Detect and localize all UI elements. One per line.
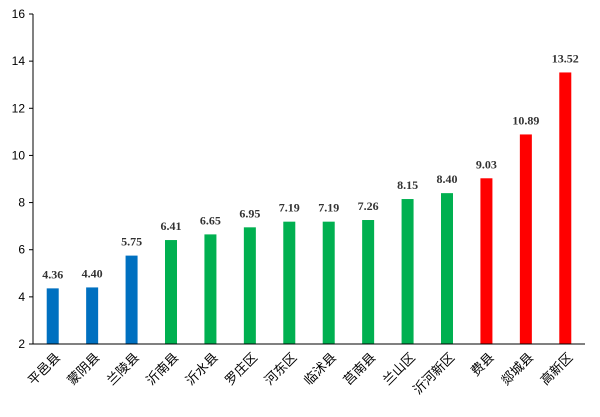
y-tick-label: 8 — [18, 196, 25, 210]
x-category-label: 莒南县 — [340, 350, 379, 389]
data-label: 4.40 — [82, 266, 103, 280]
y-tick-label: 12 — [12, 101, 26, 115]
x-category-label: 平邑县 — [26, 350, 64, 388]
data-label: 7.26 — [358, 199, 379, 213]
x-category-label: 兰陵县 — [104, 350, 142, 388]
data-label: 8.15 — [397, 178, 418, 192]
bar — [441, 193, 453, 344]
x-category-label: 蒙阴县 — [65, 350, 103, 388]
x-category-label: 沂河新区 — [410, 350, 458, 398]
data-label: 6.65 — [200, 213, 221, 227]
bar — [125, 255, 138, 344]
bar — [46, 288, 59, 344]
bar — [519, 134, 532, 344]
x-axis: 平邑县 蒙阴县 兰陵县 沂南县 沂水县 罗庄区 河东区 临沭县 莒南县 兰山区沂河新区 费县 郯城县高… — [26, 343, 585, 398]
bar — [559, 72, 572, 344]
bar — [243, 227, 256, 344]
x-category-label: 费县 — [468, 350, 497, 379]
data-label: 6.41 — [161, 219, 182, 233]
bar — [401, 199, 414, 344]
bar — [322, 221, 335, 344]
y-tick-label: 10 — [12, 148, 26, 162]
x-category-label: 兰山区 — [380, 350, 418, 388]
data-label: 8.40 — [437, 172, 458, 186]
bar — [204, 234, 217, 344]
y-tick-label: 14 — [12, 54, 26, 68]
bar — [362, 220, 375, 344]
data-labels: 4.36 4.40 5.75 6.41 6.65 6.95 7.19 7.19 7.26 8.15… — [42, 51, 579, 281]
data-label: 9.03 — [476, 157, 497, 171]
data-label: 4.36 — [42, 267, 63, 281]
y-axis: 2 4 6 8 10 12 14 16 — [12, 7, 34, 351]
x-category-label: 沂南县 — [143, 350, 182, 389]
data-label: 7.19 — [279, 201, 300, 215]
bar — [86, 287, 99, 344]
y-tick-label: 4 — [18, 290, 25, 304]
bars — [46, 72, 572, 344]
y-tick-label: 6 — [18, 243, 25, 257]
data-label: 7.19 — [318, 201, 339, 215]
x-category-label: 高新区 — [537, 350, 576, 389]
y-tick-label: 16 — [12, 7, 26, 21]
bar — [165, 240, 177, 344]
x-category-label: 罗庄区 — [222, 350, 261, 389]
bar — [283, 221, 296, 344]
bar — [480, 178, 493, 344]
x-category-label: 河东区 — [262, 350, 300, 388]
y-tick-label: 2 — [18, 337, 25, 351]
x-category-label: 郯城县 — [499, 350, 537, 388]
data-label: 13.52 — [552, 51, 579, 65]
x-category-label: 临沭县 — [302, 350, 340, 388]
data-label: 6.95 — [239, 206, 260, 220]
data-label: 5.75 — [121, 235, 142, 249]
data-label: 10.89 — [512, 113, 539, 127]
x-category-label: 沂水县 — [183, 350, 221, 388]
